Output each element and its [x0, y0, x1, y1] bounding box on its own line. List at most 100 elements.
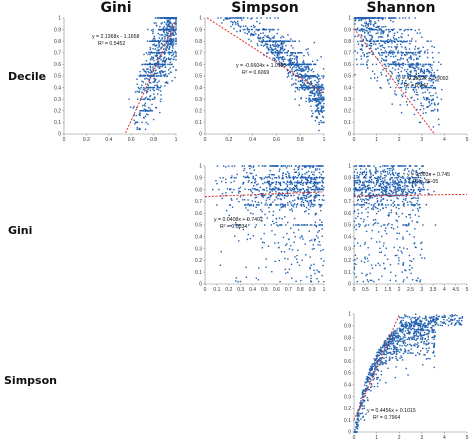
- data-point: [160, 73, 162, 75]
- data-point: [154, 69, 156, 72]
- data-point: [221, 192, 224, 195]
- data-point: [275, 204, 277, 206]
- data-point: [399, 63, 401, 66]
- data-point: [315, 165, 318, 167]
- data-point: [393, 63, 395, 66]
- data-point: [403, 169, 406, 171]
- data-point: [411, 175, 413, 178]
- data-point: [386, 337, 389, 340]
- data-point: [279, 204, 282, 206]
- data-point: [263, 242, 265, 244]
- data-point: [436, 69, 439, 71]
- data-point: [152, 118, 155, 121]
- data-point: [393, 32, 396, 35]
- data-point: [254, 182, 256, 184]
- data-point: [390, 271, 392, 273]
- data-point: [295, 55, 298, 57]
- data-point: [405, 315, 407, 317]
- data-point: [396, 31, 399, 34]
- data-point: [322, 99, 325, 101]
- panels-group: 0 0.2 0.4 0.6 0.8 100.10.20.30.40.50.60.70.80…: [54, 16, 469, 441]
- data-point: [412, 52, 415, 54]
- data-point: [377, 180, 379, 182]
- data-point: [261, 41, 264, 44]
- data-point: [392, 335, 394, 337]
- data-point: [311, 92, 313, 94]
- data-point: [314, 75, 316, 77]
- data-point: [443, 322, 445, 325]
- data-point: [365, 171, 368, 173]
- data-point: [406, 185, 409, 188]
- data-point: [304, 177, 306, 179]
- y-tick-label: 0.6: [195, 211, 202, 217]
- data-point: [353, 263, 356, 265]
- data-point: [370, 23, 372, 26]
- data-point: [317, 83, 320, 86]
- data-point: [164, 59, 167, 62]
- data-point: [313, 177, 316, 179]
- data-point: [280, 206, 283, 209]
- data-point: [274, 52, 276, 54]
- trend-equation: y = 0.0408x + 0.7402: [214, 217, 263, 223]
- data-point: [382, 40, 384, 42]
- data-point: [403, 177, 405, 179]
- data-point: [248, 188, 250, 191]
- data-point: [305, 210, 307, 212]
- data-point: [406, 194, 409, 196]
- data-point: [317, 183, 319, 185]
- data-point: [306, 197, 308, 200]
- data-point: [409, 177, 411, 179]
- data-point: [423, 72, 426, 74]
- data-point: [253, 169, 256, 171]
- data-point: [397, 263, 400, 265]
- data-point: [149, 59, 152, 61]
- trend-line: [353, 28, 436, 135]
- data-point: [144, 108, 146, 111]
- data-point: [377, 262, 379, 265]
- data-point: [390, 199, 392, 202]
- data-point: [419, 71, 422, 73]
- data-point: [278, 217, 281, 219]
- data-point: [224, 178, 227, 181]
- data-point: [156, 17, 159, 19]
- data-point: [153, 59, 155, 62]
- data-point: [280, 62, 282, 65]
- data-point: [371, 50, 373, 52]
- data-point: [283, 181, 285, 184]
- data-point: [432, 350, 435, 353]
- data-point: [175, 37, 177, 40]
- data-point: [242, 228, 245, 231]
- data-point: [310, 81, 312, 84]
- data-point: [289, 183, 291, 185]
- data-point: [304, 190, 306, 192]
- data-point: [432, 81, 435, 83]
- data-point: [399, 43, 402, 45]
- data-point: [235, 177, 237, 179]
- data-point: [249, 237, 252, 240]
- y-tick-label: 1: [348, 312, 351, 318]
- data-point: [290, 202, 292, 204]
- data-point: [386, 194, 389, 197]
- data-point: [394, 172, 397, 174]
- data-point: [405, 181, 407, 184]
- data-point: [254, 179, 256, 181]
- data-point: [369, 272, 371, 275]
- data-point: [402, 52, 404, 54]
- data-point: [308, 187, 310, 189]
- data-point: [387, 38, 389, 41]
- data-point: [169, 20, 171, 22]
- data-point: [166, 43, 169, 45]
- data-point: [174, 76, 176, 79]
- data-point: [397, 181, 400, 184]
- data-point: [423, 257, 426, 259]
- data-point: [371, 36, 374, 38]
- data-point: [302, 68, 304, 71]
- data-point: [319, 101, 322, 104]
- data-point: [306, 76, 309, 78]
- data-point: [384, 177, 386, 179]
- data-point: [364, 176, 366, 179]
- data-point: [378, 203, 380, 205]
- data-point: [291, 183, 294, 185]
- data-point: [361, 35, 363, 37]
- data-point: [290, 38, 292, 40]
